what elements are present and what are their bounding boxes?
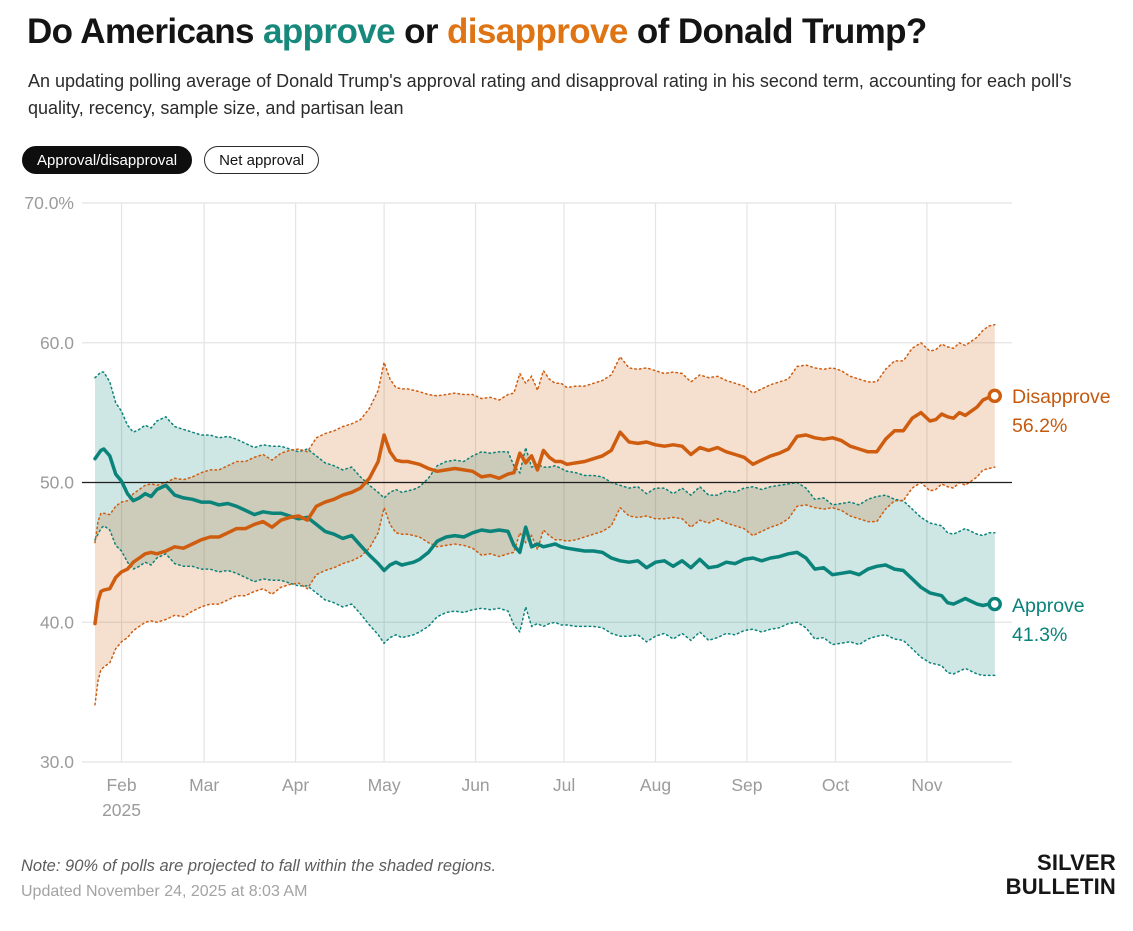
toggle-approval-disapproval[interactable]: Approval/disapproval xyxy=(22,146,193,174)
page-title: Do Americans approve or disapprove of Do… xyxy=(27,12,927,52)
disapprove-label-text: Disapprove xyxy=(1012,386,1111,408)
x-tick-label: Nov xyxy=(911,775,942,795)
approval-chart[interactable]: 70.0% 60.0 50.0 40.0 30.0 Feb 2025 Mar Apr May Jun… xyxy=(0,188,1133,828)
x-tick-label: Jun xyxy=(461,775,489,795)
silver-bulletin-logo: SILVER BULLETIN xyxy=(1006,851,1116,899)
x-tick-label: Apr xyxy=(282,775,309,795)
x-tick-label: Mar xyxy=(189,775,219,795)
approve-band-edge xyxy=(94,524,996,677)
disapprove-end-label: Disapprove 56.2% xyxy=(1012,383,1111,441)
approve-end-marker xyxy=(987,596,1002,612)
logo-line-2: BULLETIN xyxy=(1005,874,1116,899)
disapprove-band-edge xyxy=(94,466,996,706)
disapprove-value-text: 56.2% xyxy=(1012,415,1068,437)
approve-end-label: Approve 41.3% xyxy=(1012,592,1085,650)
chart-note: Note: 90% of polls are projected to fall… xyxy=(21,857,497,875)
approve-value-text: 41.3% xyxy=(1012,624,1068,646)
logo-line-1: SILVER xyxy=(1036,850,1116,875)
x-tick-label: May xyxy=(368,775,401,795)
y-tick-label: 60.0 xyxy=(40,333,74,353)
title-text-1: Do Americans xyxy=(27,12,263,51)
end-markers xyxy=(987,388,1002,612)
title-disapprove-word: disapprove xyxy=(447,12,628,51)
y-tick-label: 40.0 xyxy=(40,612,74,632)
x-tick-label: Aug xyxy=(640,775,671,795)
view-toggle-group: Approval/disapproval Net approval xyxy=(22,146,320,174)
approve-band-edge xyxy=(94,371,996,537)
disapprove-band-edge xyxy=(94,323,996,544)
band-edges xyxy=(94,323,996,706)
title-text-2: or xyxy=(394,12,448,51)
title-approve-word: approve xyxy=(263,12,396,51)
approve-line xyxy=(93,447,997,608)
updated-timestamp: Updated November 24, 2025 at 8:03 AM xyxy=(21,883,308,900)
confidence-bands xyxy=(95,324,995,705)
toggle-net-approval[interactable]: Net approval xyxy=(204,146,320,174)
title-text-3: of Donald Trump? xyxy=(627,12,927,51)
y-tick-label: 50.0 xyxy=(40,473,74,493)
x-tick-label: Oct xyxy=(822,775,849,795)
y-tick-labels: 70.0% 60.0 50.0 40.0 30.0 xyxy=(24,193,74,772)
y-tick-label: 30.0 xyxy=(40,752,74,772)
x-tick-label: Sep xyxy=(731,775,762,795)
series-lines xyxy=(93,394,997,626)
approve-label-text: Approve xyxy=(1012,595,1085,617)
disapprove-end-marker xyxy=(987,388,1002,404)
disapprove-band xyxy=(95,324,995,705)
subtitle: An updating polling average of Donald Tr… xyxy=(28,71,1072,118)
x-tick-labels: Feb 2025 Mar Apr May Jun Jul Aug Sep Oct Nov xyxy=(102,775,943,820)
approve-band xyxy=(95,372,995,676)
x-tick-year-label: 2025 xyxy=(102,800,141,820)
x-tick-label: Feb xyxy=(106,775,136,795)
y-tick-label: 70.0% xyxy=(24,193,74,213)
disapprove-line xyxy=(93,394,997,626)
x-tick-label: Jul xyxy=(553,775,575,795)
